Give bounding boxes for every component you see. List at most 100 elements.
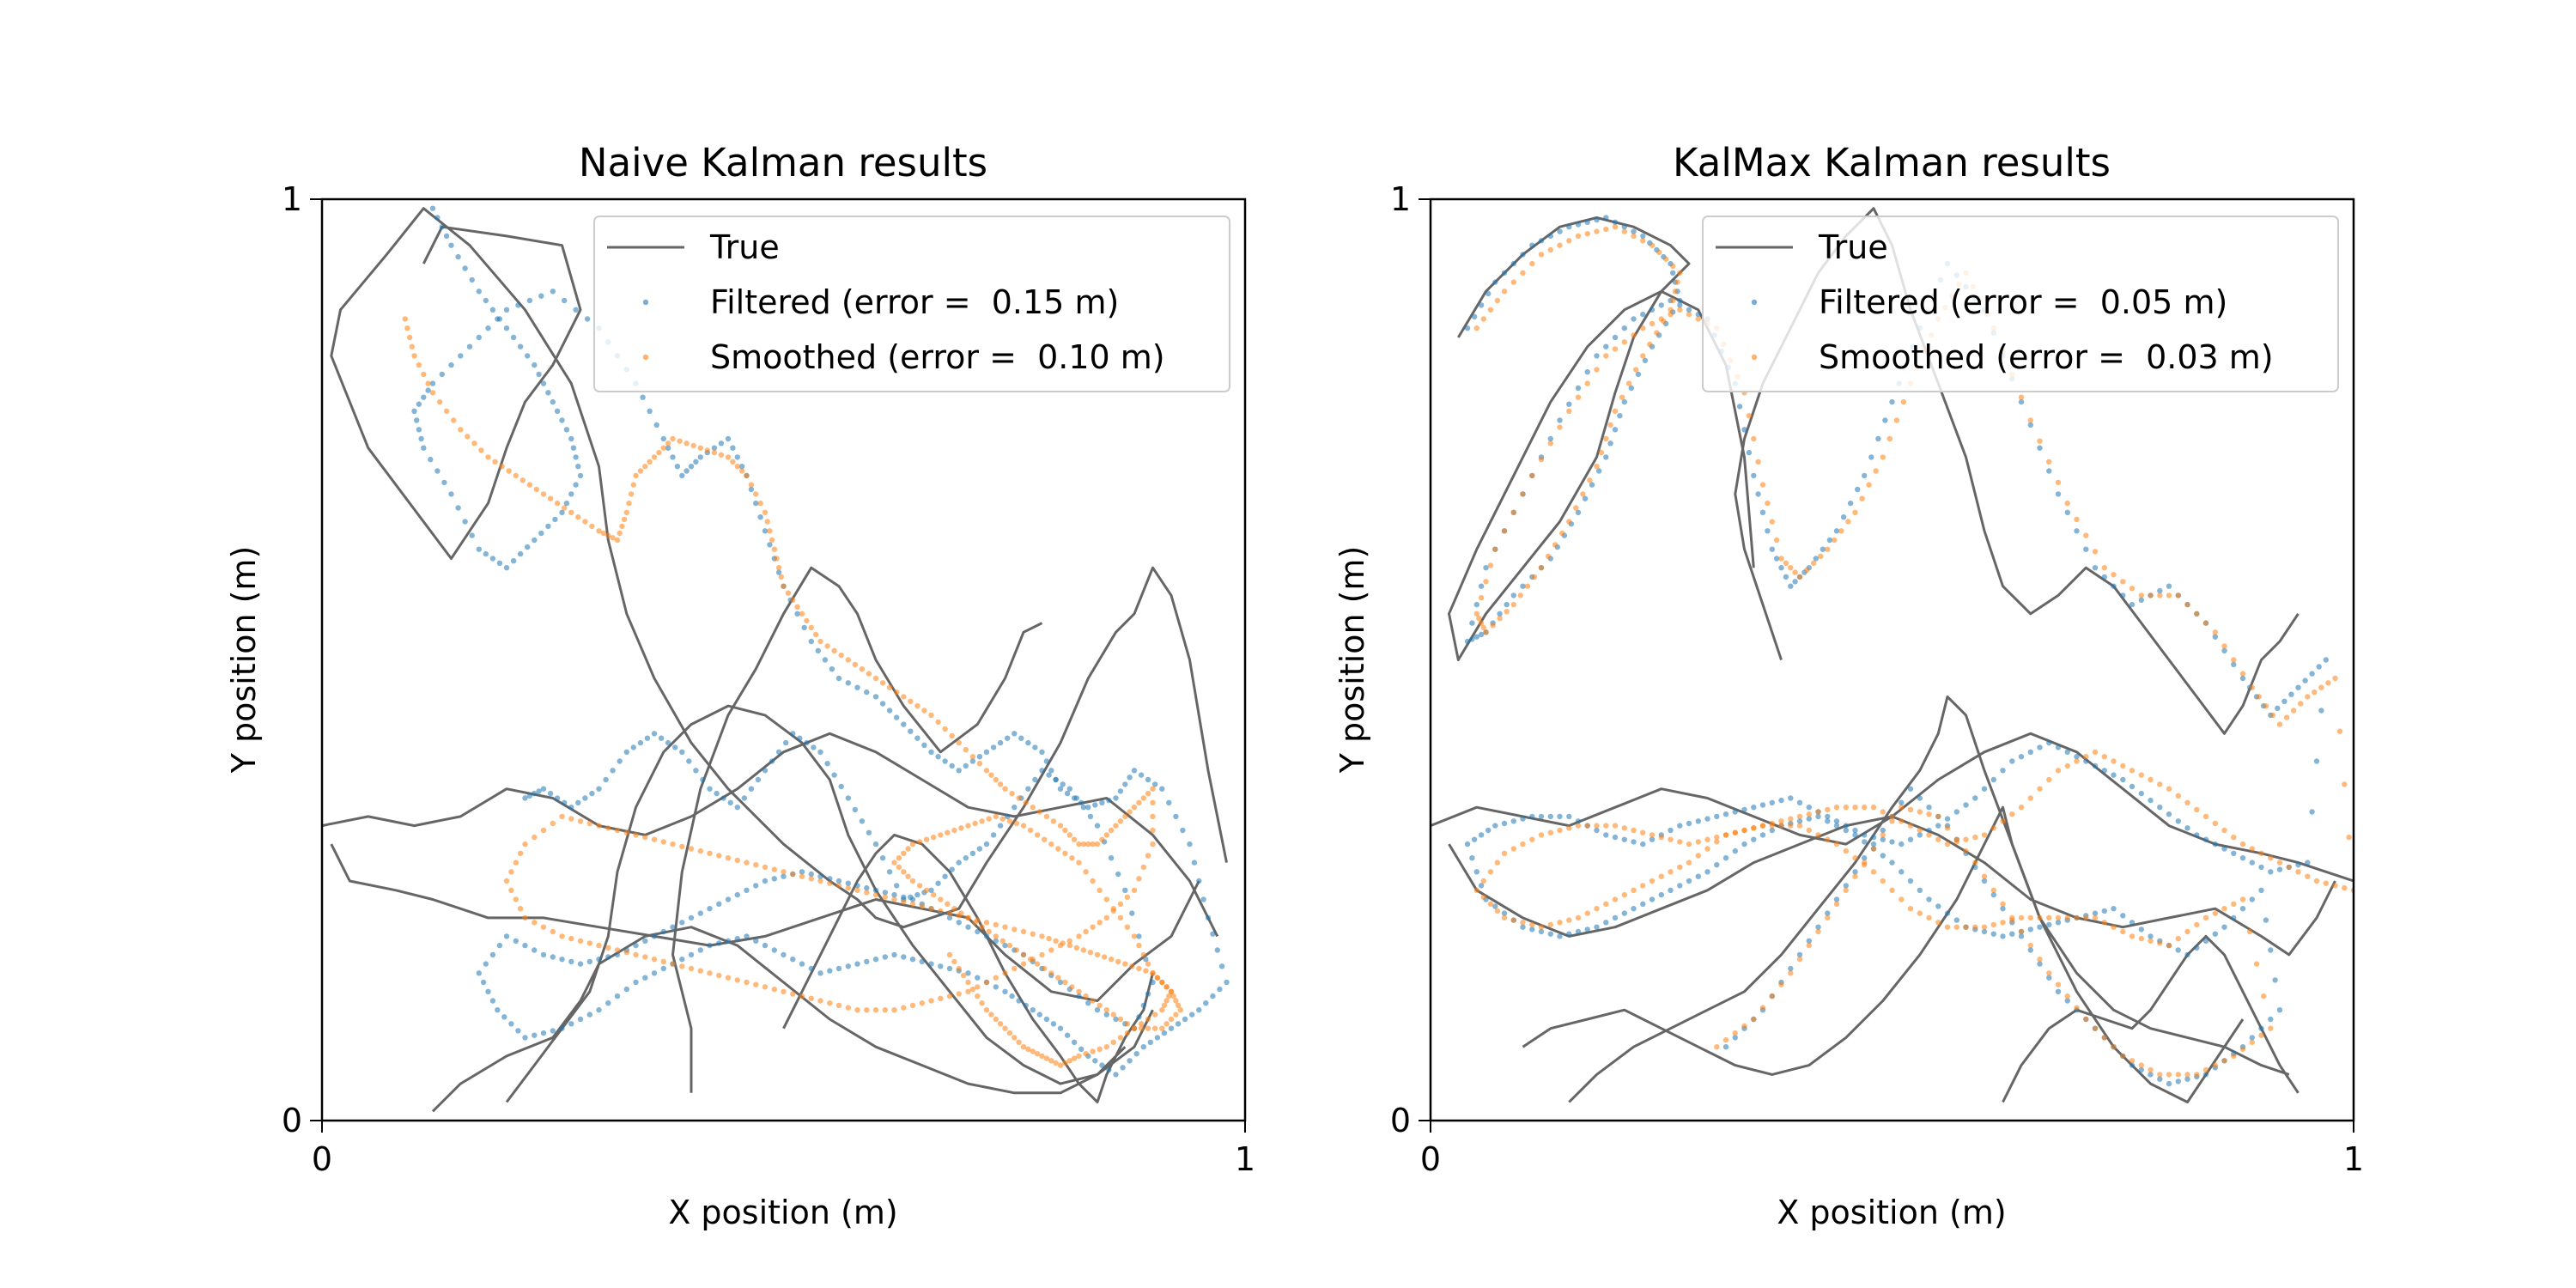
filtered-point [633, 942, 639, 949]
filtered-point [1765, 528, 1771, 534]
smoothed-point [519, 477, 526, 483]
filtered-point [1584, 219, 1590, 225]
smoothed-point [1695, 853, 1701, 859]
filtered-point [536, 788, 542, 794]
filtered-point [1852, 827, 1858, 834]
filtered-point [1478, 883, 1485, 889]
smoothed-point [852, 661, 858, 668]
smoothed-point [1866, 482, 1872, 488]
smoothed-point [2261, 993, 2267, 999]
smoothed-point [1935, 813, 1941, 820]
filtered-point [586, 1012, 592, 1018]
legend: True Filtered (error = 0.15 m) Smoothed … [593, 216, 1230, 392]
filtered-point [1025, 786, 1031, 792]
smoothed-point [1972, 860, 1978, 866]
filtered-point [2184, 1076, 2190, 1082]
filtered-point [2184, 825, 2190, 831]
smoothed-point [1150, 970, 1156, 976]
filtered-point [483, 550, 489, 557]
smoothed-point [1815, 928, 1821, 935]
smoothed-point [1547, 246, 1553, 253]
filtered-point [1501, 270, 1508, 276]
filtered-point [734, 891, 740, 898]
smoothed-point [1670, 263, 1676, 269]
filtered-point [485, 325, 491, 331]
smoothed-point [951, 958, 957, 965]
axes-frame [320, 197, 1247, 1122]
smoothed-point [1175, 1002, 1182, 1009]
smoothed-point [589, 523, 595, 530]
filtered-point [1695, 818, 1701, 824]
smoothed-point [1034, 1051, 1041, 1057]
smoothed-point [1020, 961, 1027, 967]
filtered-point [693, 459, 699, 465]
legend-label-smoothed: Smoothed (error = 0.10 m) [710, 338, 1165, 376]
smoothed-point [1557, 242, 1563, 248]
smoothed-point [642, 834, 648, 841]
filtered-point [418, 435, 424, 442]
filtered-point [532, 947, 538, 953]
smoothed-point [1023, 799, 1029, 805]
filtered-point [1612, 334, 1619, 341]
smoothed-point [1101, 954, 1108, 960]
smoothed-point [1057, 1062, 1064, 1068]
smoothed-point [1483, 629, 1489, 635]
smoothed-point [993, 813, 999, 820]
smoothed-point [1071, 1055, 1078, 1061]
smoothed-point [744, 472, 750, 479]
smoothed-point [1935, 920, 1941, 926]
filtered-point [997, 823, 1004, 829]
filtered-point [2046, 739, 2052, 746]
smoothed-point [2000, 901, 2006, 907]
filtered-point [1603, 454, 1609, 460]
filtered-point [1159, 786, 1165, 792]
filtered-point [1917, 887, 1923, 893]
smoothed-point [975, 984, 981, 990]
filtered-point [1073, 795, 1079, 801]
smoothed-point [517, 906, 524, 912]
filtered-point [596, 957, 602, 963]
smoothed-point [1917, 827, 1923, 834]
smoothed-point [503, 878, 510, 884]
filtered-point [1612, 914, 1619, 921]
filtered-point [1926, 827, 1932, 834]
smoothed-point [1487, 307, 1494, 313]
smoothed-point [1852, 873, 1858, 879]
filtered-point [1189, 1012, 1195, 1018]
filtered-point [1704, 816, 1710, 822]
smoothed-point [1117, 818, 1124, 824]
filtered-point [1649, 307, 1656, 313]
filtered-point [707, 786, 713, 792]
smoothed-point [2000, 818, 2006, 824]
filtered-point [1826, 537, 1833, 544]
smoothed-point [506, 468, 512, 474]
filtered-point [808, 638, 814, 645]
plot-area [1431, 207, 2354, 1103]
filtered-point [2018, 398, 2025, 405]
filtered-point [1882, 417, 1888, 423]
filtered-point [965, 924, 971, 930]
smoothed-point [744, 979, 750, 986]
smoothed-point [471, 440, 477, 447]
smoothed-point [1778, 818, 1784, 824]
smoothed-point [1076, 933, 1082, 939]
filtered-point [429, 205, 436, 211]
filtered-point [1060, 781, 1066, 787]
smoothed-point [1090, 998, 1096, 1004]
smoothed-point [508, 869, 514, 875]
smoothed-point [1076, 860, 1082, 866]
filtered-point [2129, 920, 2136, 926]
filtered-point [1875, 435, 1881, 442]
filtered-point [2027, 947, 2033, 953]
filtered-point [1907, 786, 1914, 792]
smoothed-point [738, 468, 745, 474]
filtered-point [660, 928, 666, 935]
smoothed-point [2336, 728, 2343, 734]
x-tick-label: 0 [312, 1140, 332, 1178]
smoothed-point [605, 825, 611, 831]
smoothed-point [1006, 942, 1013, 949]
smoothed-point [753, 981, 759, 987]
smoothed-point [2194, 921, 2200, 928]
smoothed-point [1501, 289, 1508, 295]
filtered-point [476, 334, 482, 341]
